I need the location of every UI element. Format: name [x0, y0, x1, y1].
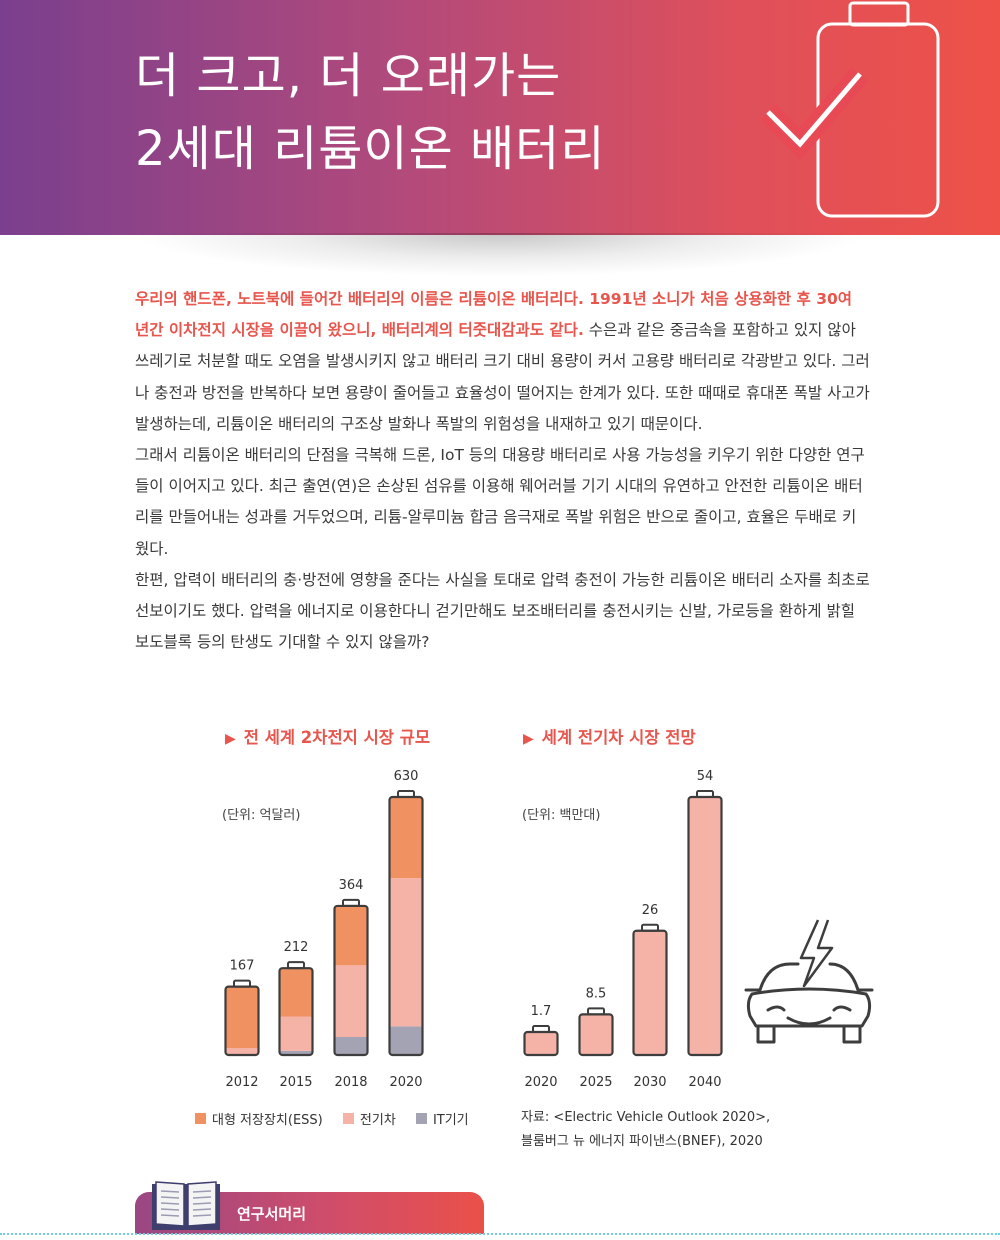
battery-cap-2020	[397, 790, 415, 798]
battery-cap-2018	[342, 898, 360, 907]
value-label-2025: 8.5	[586, 986, 607, 1001]
legend-swatch-it	[415, 1113, 427, 1124]
bar-segment-2015	[279, 1016, 313, 1051]
chart-2-unit: (단위: 백만대)	[522, 808, 601, 823]
source-line-1: 자료: <Electric Vehicle Outlook 2020>,	[521, 1110, 771, 1125]
open-book-icon	[152, 1181, 220, 1230]
x-tick-2020: 2020	[524, 1075, 557, 1090]
legend-swatch-ess	[195, 1113, 206, 1124]
x-tick-2030: 2030	[633, 1075, 666, 1090]
battery-cap-2030	[641, 923, 659, 932]
battery-bar-2025	[578, 1013, 614, 1057]
battery-cap-2020	[532, 1025, 550, 1033]
lead-highlight: 우리의 핸드폰, 노트북에 들어간 배터리의 이름은 리튬이온 배터리다. 19…	[135, 290, 853, 340]
page-title-line-2: 2세대 리튬이온 배터리	[135, 121, 606, 177]
x-tick-2012: 2012	[225, 1075, 258, 1090]
chart-2-title: ▶ 세계 전기차 시장 전망	[523, 724, 696, 748]
x-tick-2025: 2025	[579, 1075, 612, 1090]
legend-item-ess: 대형 저장장치(ESS)	[195, 1109, 323, 1128]
chart-1-title: ▶ 전 세계 2차전지 시장 규모	[225, 724, 430, 748]
bar-segment-2015	[279, 968, 313, 1017]
article-body: 우리의 핸드폰, 노트북에 들어간 배터리의 이름은 리튬이온 배터리다. 19…	[135, 284, 870, 658]
header-banner: 더 크고, 더 오래가는 2세대 리튬이온 배터리	[0, 0, 1000, 235]
bar-segment-2012	[225, 986, 259, 1049]
header-shadow	[130, 233, 870, 277]
bottom-dotted-rule	[0, 1233, 1000, 1235]
battery-cap-2025	[587, 1007, 605, 1016]
paragraph-1-text: 수은과 같은 중금속을 포함하고 있지 않아 쓰레기로 처분할 때도 오염을 발…	[135, 321, 870, 433]
legend-item-ev: 전기차	[342, 1109, 396, 1128]
bar-segment-2020	[389, 1026, 423, 1055]
legend-label-ess: 대형 저장장치(ESS)	[212, 1113, 323, 1128]
paragraph-2: 그래서 리튬이온 배터리의 단점을 극복해 드론, IoT 등의 대용량 배터리…	[135, 446, 865, 558]
battery-check-icon	[760, 1, 940, 218]
chart-1-unit: (단위: 억달러)	[222, 808, 301, 823]
battery-cap-2012	[233, 979, 251, 988]
paragraph-1: 우리의 핸드폰, 노트북에 들어간 배터리의 이름은 리튬이온 배터리다. 19…	[135, 284, 870, 440]
source-line-2: 블룸버그 뉴 에너지 파이낸스(BNEF), 2020	[521, 1134, 763, 1149]
play-triangle-icon: ▶	[523, 731, 534, 747]
bar-segment-2020	[389, 878, 423, 1027]
chart-2-title-text: 세계 전기차 시장 전망	[541, 728, 696, 747]
battery-bar-2030	[632, 929, 668, 1057]
chart-1-title-text: 전 세계 2차전지 시장 규모	[243, 728, 431, 747]
battery-bar-2040	[687, 795, 723, 1057]
legend-label-it: IT기기	[432, 1113, 469, 1128]
legend-swatch-ev	[342, 1113, 354, 1124]
electric-car-icon	[744, 919, 874, 1044]
bar-segment-2018	[334, 905, 368, 966]
value-label-2020: 630	[394, 769, 419, 784]
paragraph-3: 한편, 압력이 배터리의 충·방전에 영향을 준다는 사실을 토대로 압력 충전…	[135, 570, 870, 652]
battery-bar-2020	[523, 1030, 559, 1057]
battery-cap-2015	[287, 961, 305, 970]
value-label-2020: 1.7	[531, 1004, 552, 1019]
chart-1-legend: 대형 저장장치(ESS) 전기차 IT기기	[195, 1109, 485, 1128]
value-label-2030: 26	[642, 903, 659, 918]
x-tick-2040: 2040	[688, 1075, 721, 1090]
battery-cap-2040	[696, 790, 714, 798]
page-title-line-1: 더 크고, 더 오래가는	[135, 48, 562, 104]
x-tick-2015: 2015	[279, 1075, 312, 1090]
bar-segment-2018	[334, 1036, 368, 1055]
bar-segment-2020	[389, 797, 423, 879]
section-label: 연구서머리	[237, 1205, 307, 1223]
value-label-2015: 212	[284, 940, 309, 955]
legend-label-ev: 전기차	[359, 1113, 396, 1128]
chart-2-source: 자료: <Electric Vehicle Outlook 2020>, 블룸버…	[521, 1106, 770, 1154]
bar-segment-2015	[279, 1050, 313, 1055]
bar-segment-2018	[334, 965, 368, 1037]
x-tick-2018: 2018	[334, 1075, 367, 1090]
legend-item-it: IT기기	[415, 1109, 469, 1128]
value-label-2018: 364	[339, 878, 364, 893]
play-triangle-icon: ▶	[225, 731, 236, 747]
bar-segment-2012	[225, 1048, 259, 1055]
x-tick-2020: 2020	[389, 1075, 422, 1090]
value-label-2012: 167	[230, 959, 255, 974]
value-label-2040: 54	[697, 769, 714, 784]
